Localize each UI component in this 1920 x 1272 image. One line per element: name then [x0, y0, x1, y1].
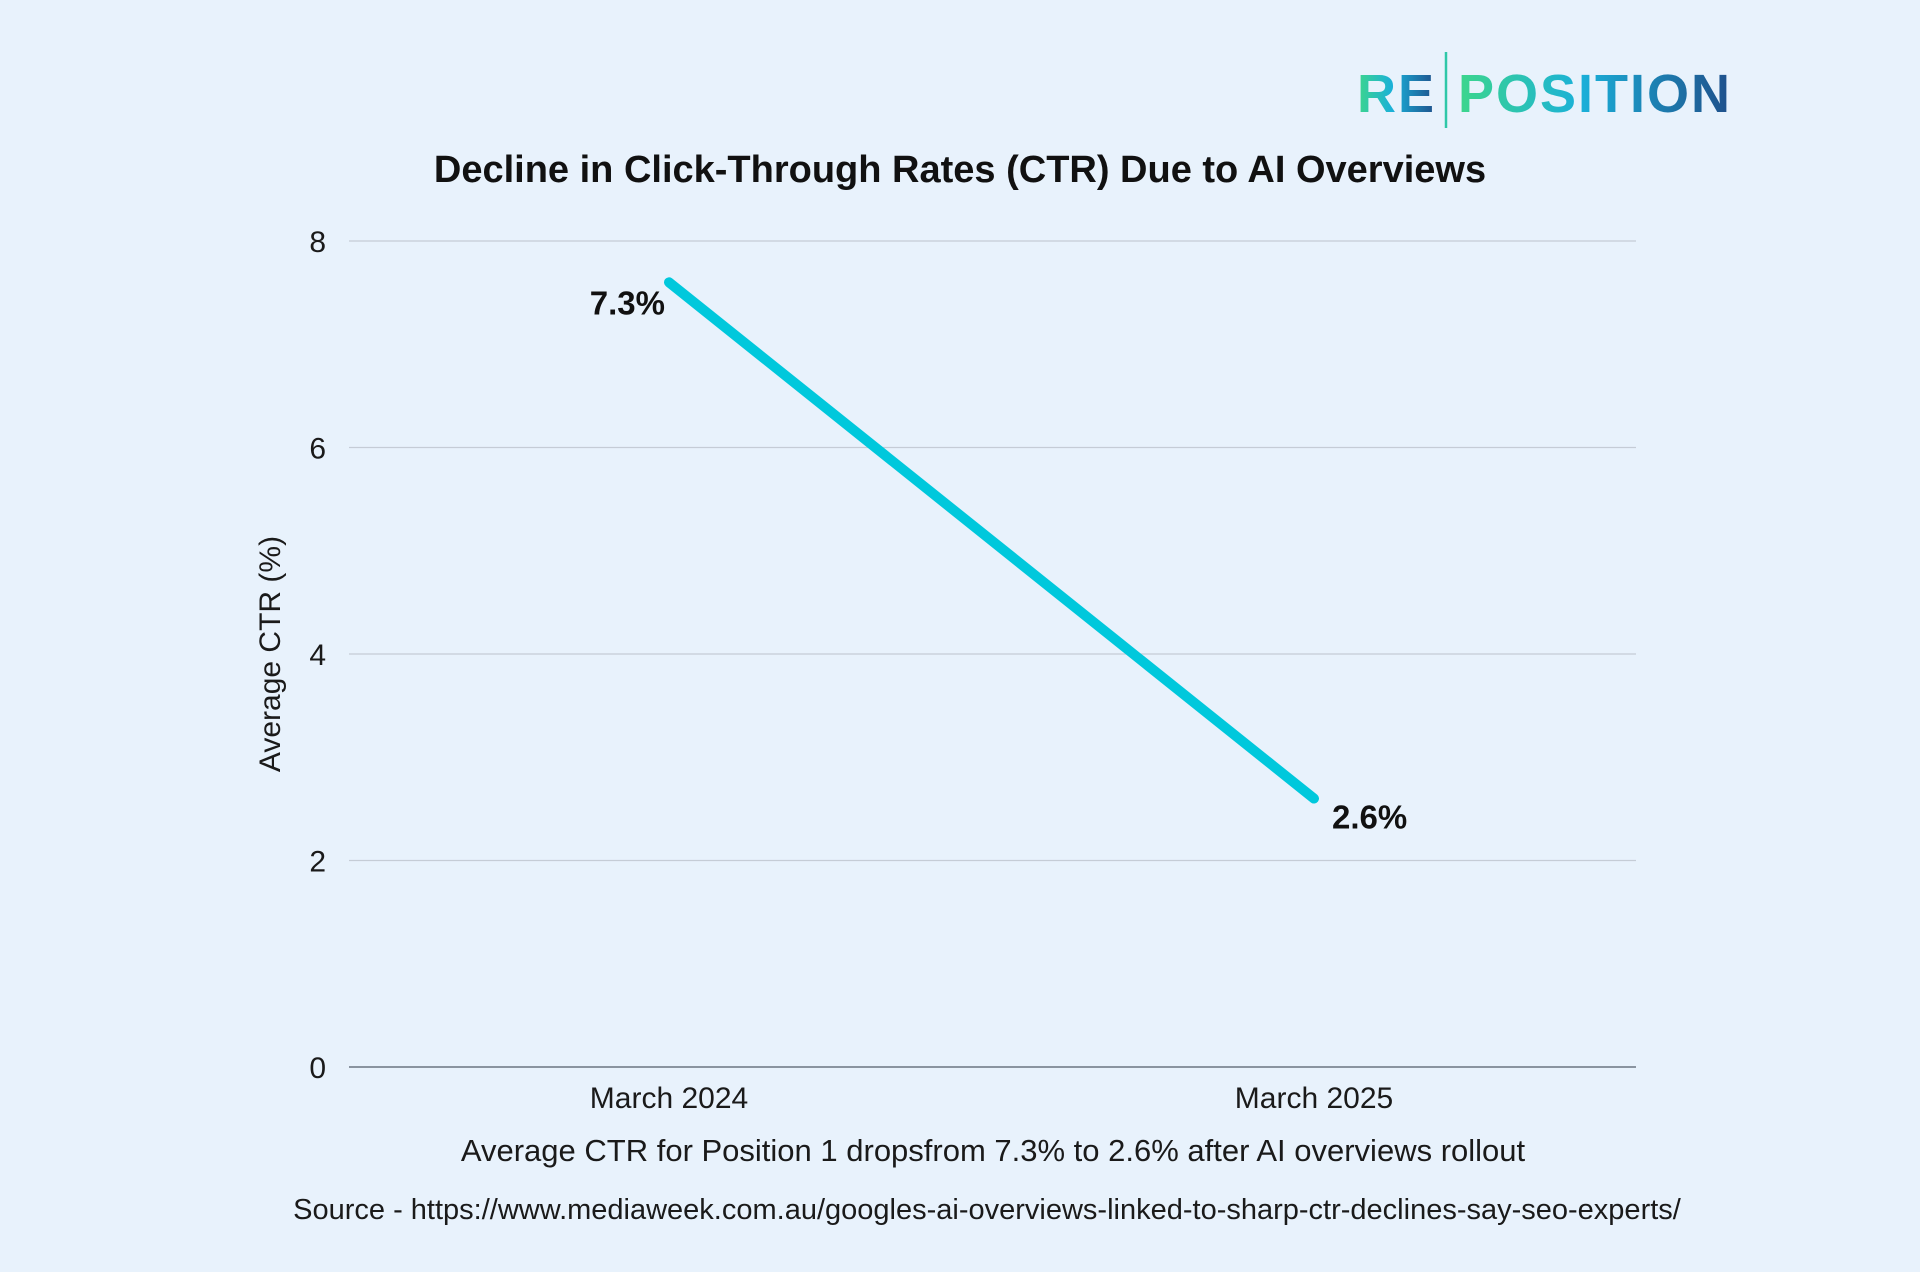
data-label: 2.6% — [1332, 799, 1407, 836]
data-label: 7.3% — [590, 284, 665, 321]
series — [664, 277, 1319, 804]
chart-title: Decline in Click-Through Rates (CTR) Due… — [434, 149, 1486, 191]
y-tick-label: 8 — [309, 226, 326, 259]
y-tick-label: 4 — [309, 639, 326, 672]
logo-text-position: POSITION — [1458, 64, 1732, 124]
source-citation: Source - https://www.mediaweek.com.au/go… — [293, 1194, 1682, 1226]
x-tick-label: March 2024 — [590, 1082, 748, 1115]
x-axis-ticks: March 2024 March 2025 — [590, 1082, 1393, 1115]
gridlines — [349, 240, 1636, 1068]
y-axis-label: Average CTR (%) — [254, 536, 287, 772]
chart-caption: Average CTR for Position 1 dropsfrom 7.3… — [461, 1133, 1526, 1168]
logo: RE POSITION — [1357, 52, 1732, 128]
logo-text-re: RE — [1357, 64, 1436, 124]
x-tick-label: March 2025 — [1235, 1082, 1393, 1115]
data-labels: 7.3% 2.6% — [590, 284, 1407, 835]
y-axis-ticks: 0 2 4 6 8 — [309, 226, 326, 1085]
series-line — [664, 277, 1319, 804]
y-tick-label: 0 — [309, 1052, 326, 1085]
y-tick-label: 2 — [309, 846, 326, 879]
y-tick-label: 6 — [309, 433, 326, 466]
